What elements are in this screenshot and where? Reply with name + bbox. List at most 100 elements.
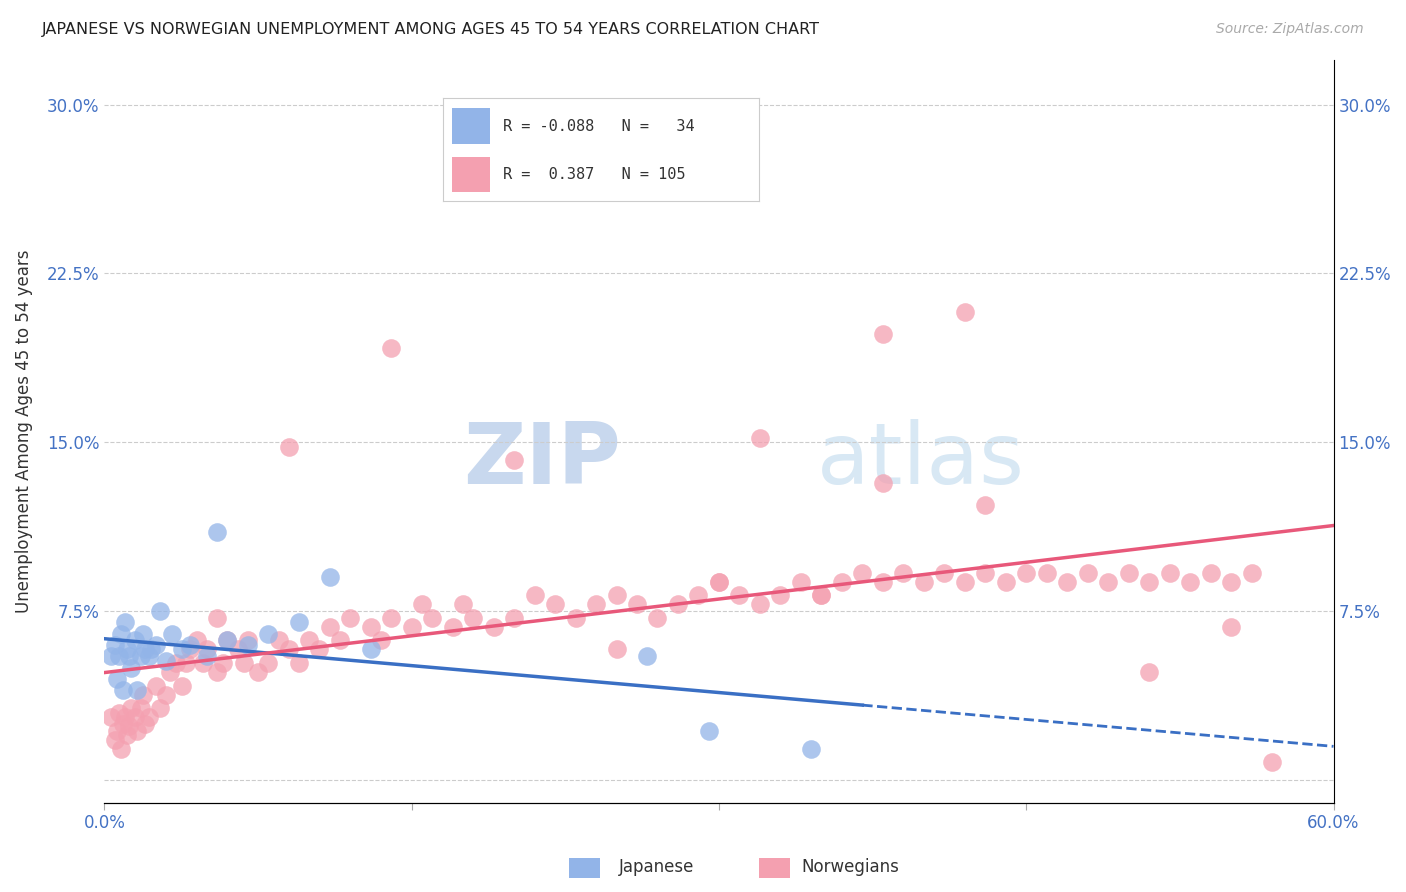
Point bbox=[1137, 574, 1160, 589]
Point bbox=[647, 611, 669, 625]
Point bbox=[120, 660, 142, 674]
Point bbox=[636, 649, 658, 664]
Point bbox=[319, 620, 342, 634]
Point bbox=[411, 598, 433, 612]
Point bbox=[953, 305, 976, 319]
Point bbox=[605, 589, 627, 603]
Point bbox=[114, 710, 136, 724]
Point bbox=[912, 574, 935, 589]
Point bbox=[217, 633, 239, 648]
Point bbox=[329, 633, 352, 648]
Point bbox=[994, 574, 1017, 589]
FancyBboxPatch shape bbox=[453, 157, 491, 193]
Point bbox=[707, 574, 730, 589]
Text: Source: ZipAtlas.com: Source: ZipAtlas.com bbox=[1216, 22, 1364, 37]
Point bbox=[138, 649, 160, 664]
Point bbox=[195, 649, 218, 664]
Point bbox=[172, 679, 194, 693]
Text: Norwegians: Norwegians bbox=[801, 858, 900, 876]
Point bbox=[149, 604, 172, 618]
Point bbox=[111, 716, 134, 731]
Point bbox=[155, 654, 177, 668]
Point bbox=[104, 732, 127, 747]
Point bbox=[1035, 566, 1057, 580]
Text: R = -0.088   N =   34: R = -0.088 N = 34 bbox=[503, 119, 695, 134]
Point bbox=[141, 642, 163, 657]
Point bbox=[212, 656, 235, 670]
Point bbox=[232, 656, 254, 670]
Point bbox=[179, 638, 201, 652]
Point bbox=[134, 716, 156, 731]
Point bbox=[800, 741, 823, 756]
Point bbox=[115, 642, 138, 657]
Point bbox=[149, 701, 172, 715]
Point bbox=[544, 598, 567, 612]
Point bbox=[1178, 574, 1201, 589]
Point bbox=[226, 642, 249, 657]
Point bbox=[339, 611, 361, 625]
Point bbox=[236, 638, 259, 652]
Point bbox=[626, 598, 648, 612]
Point bbox=[100, 649, 122, 664]
Point bbox=[105, 723, 128, 738]
Y-axis label: Unemployment Among Ages 45 to 54 years: Unemployment Among Ages 45 to 54 years bbox=[15, 250, 32, 613]
Point bbox=[257, 626, 280, 640]
Point bbox=[257, 656, 280, 670]
Point bbox=[851, 566, 873, 580]
Point bbox=[1118, 566, 1140, 580]
Point bbox=[1220, 620, 1243, 634]
Point bbox=[482, 620, 505, 634]
Point bbox=[160, 626, 183, 640]
Point bbox=[118, 649, 141, 664]
Point bbox=[277, 642, 299, 657]
Point bbox=[114, 615, 136, 630]
Point bbox=[105, 672, 128, 686]
Point bbox=[1137, 665, 1160, 679]
Point bbox=[1261, 755, 1284, 769]
Point bbox=[810, 589, 832, 603]
Point bbox=[451, 598, 474, 612]
Point bbox=[707, 574, 730, 589]
Text: atlas: atlas bbox=[817, 419, 1025, 502]
Point bbox=[100, 710, 122, 724]
Point bbox=[503, 453, 526, 467]
Point bbox=[104, 638, 127, 652]
Point bbox=[1159, 566, 1181, 580]
Point bbox=[308, 642, 330, 657]
Point bbox=[1097, 574, 1119, 589]
Point bbox=[1220, 574, 1243, 589]
Point bbox=[129, 649, 152, 664]
Point bbox=[728, 589, 751, 603]
Point bbox=[401, 620, 423, 634]
Point bbox=[124, 633, 146, 648]
Point bbox=[155, 688, 177, 702]
Point bbox=[872, 327, 894, 342]
Point bbox=[298, 633, 321, 648]
Point bbox=[288, 656, 311, 670]
Text: Japanese: Japanese bbox=[619, 858, 695, 876]
Point bbox=[953, 574, 976, 589]
Point bbox=[441, 620, 464, 634]
Point bbox=[380, 341, 402, 355]
Point bbox=[205, 665, 228, 679]
Point bbox=[134, 642, 156, 657]
Point bbox=[129, 701, 152, 715]
Point bbox=[247, 665, 270, 679]
Point bbox=[132, 688, 155, 702]
Point bbox=[127, 723, 149, 738]
Point bbox=[790, 574, 813, 589]
Text: JAPANESE VS NORWEGIAN UNEMPLOYMENT AMONG AGES 45 TO 54 YEARS CORRELATION CHART: JAPANESE VS NORWEGIAN UNEMPLOYMENT AMONG… bbox=[42, 22, 820, 37]
Point bbox=[523, 589, 546, 603]
Point bbox=[748, 431, 770, 445]
Point bbox=[176, 656, 198, 670]
Point bbox=[1015, 566, 1038, 580]
Point bbox=[810, 589, 832, 603]
Point bbox=[159, 665, 181, 679]
FancyBboxPatch shape bbox=[453, 109, 491, 145]
Point bbox=[205, 611, 228, 625]
Point bbox=[688, 589, 710, 603]
Point bbox=[380, 611, 402, 625]
Point bbox=[195, 642, 218, 657]
Point bbox=[360, 642, 382, 657]
Point bbox=[1077, 566, 1099, 580]
